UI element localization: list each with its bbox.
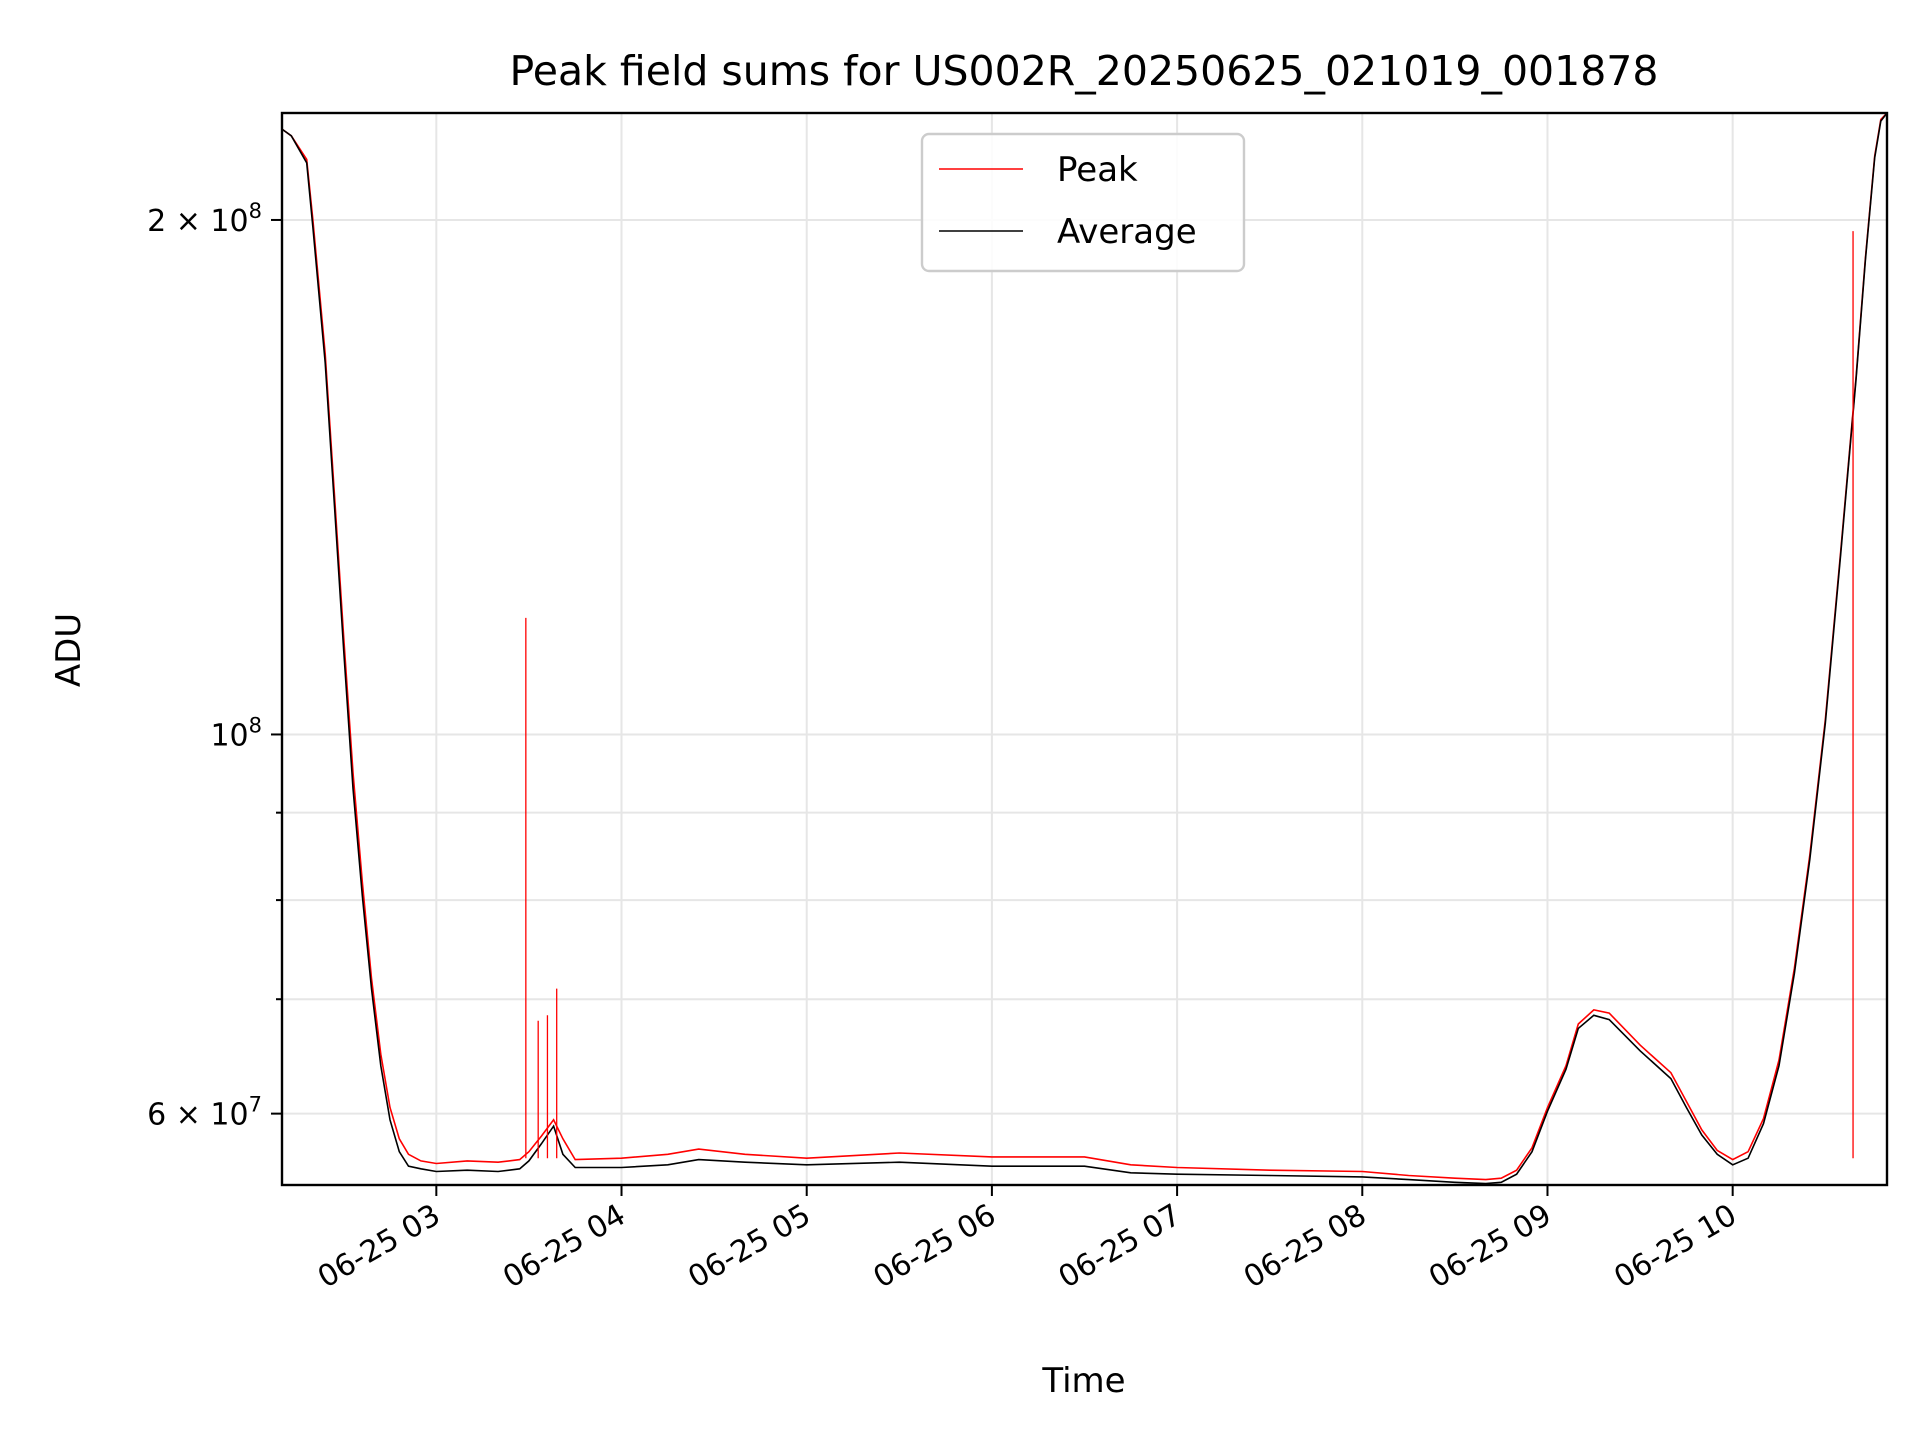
x-axis-label: Time bbox=[1041, 1361, 1125, 1401]
y-axis-label: ADU bbox=[49, 613, 89, 687]
y-tick-label: 2 × 108 bbox=[147, 199, 262, 239]
series-layer bbox=[282, 113, 1887, 1185]
axes-frame bbox=[280, 111, 1889, 1187]
series-line-average bbox=[282, 113, 1887, 1185]
legend-label-average: Average bbox=[1057, 212, 1197, 252]
legend-label-peak: Peak bbox=[1057, 150, 1138, 190]
y-axis: 6 × 107 108 2 × 108 bbox=[147, 199, 282, 1133]
y-tick-label: 108 bbox=[210, 713, 262, 753]
y-tick-label: 6 × 107 bbox=[147, 1093, 262, 1133]
legend: Peak Average bbox=[920, 132, 1246, 273]
series-line-peak bbox=[282, 113, 1887, 1181]
chart-title: Peak field sums for US002R_20250625_0210… bbox=[510, 47, 1659, 95]
